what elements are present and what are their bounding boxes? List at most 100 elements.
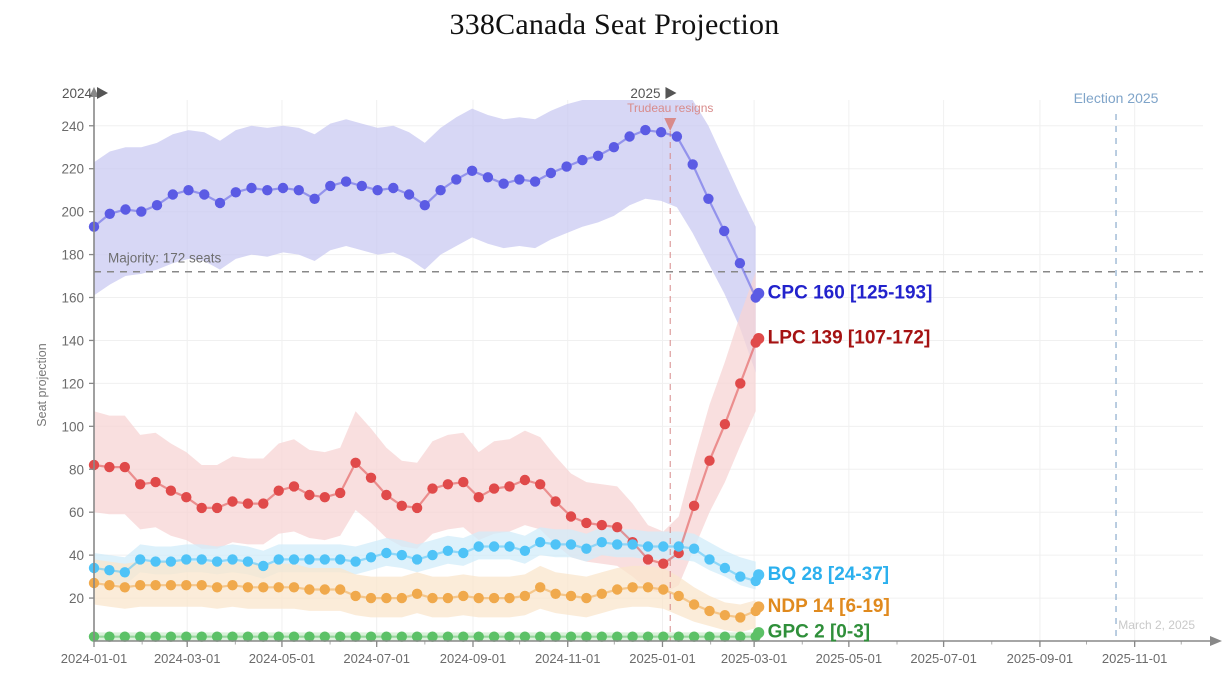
data-point: [104, 208, 116, 219]
data-point: [411, 631, 423, 642]
data-point: [642, 582, 654, 593]
data-point: [150, 556, 161, 567]
data-point: [735, 612, 746, 623]
data-point: [719, 225, 730, 237]
data-point: [704, 605, 715, 617]
data-point: [119, 567, 130, 578]
data-point: [529, 176, 541, 187]
data-point: [136, 206, 147, 217]
data-point: [242, 498, 254, 509]
data-point: [642, 631, 654, 642]
data-point: [735, 631, 746, 642]
data-point: [535, 582, 546, 593]
data-point: [427, 592, 438, 604]
data-point: [687, 159, 698, 170]
data-point: [596, 631, 607, 642]
event-label: Trudeau resigns: [627, 101, 713, 115]
data-point: [466, 165, 478, 176]
data-point: [151, 200, 163, 211]
data-point: [624, 131, 635, 142]
data-point: [688, 500, 700, 511]
data-point: [388, 182, 399, 194]
legend-dot-bq: [753, 569, 765, 581]
data-point: [550, 588, 561, 599]
data-point: [419, 200, 430, 211]
data-point: [273, 631, 284, 642]
x-tick-label: 2024-01-01: [61, 651, 128, 666]
y-tick-label: 100: [61, 419, 84, 434]
data-point: [273, 554, 284, 565]
data-point: [482, 172, 494, 183]
data-point: [427, 631, 438, 642]
data-point: [230, 187, 241, 198]
data-point: [442, 545, 454, 556]
majority-line-group: Majority: 172 seats: [94, 251, 1203, 273]
data-point: [214, 197, 226, 209]
election-label: Election 2025: [1074, 90, 1159, 106]
data-point: [473, 592, 484, 604]
data-point: [504, 592, 515, 604]
data-point: [427, 483, 438, 494]
tick-labels: 20 40 60 80 100 120 140 160 180 200 220 240 2024-01-…: [35, 119, 1182, 666]
y-tick-label: 160: [61, 291, 84, 306]
data-point: [288, 481, 300, 492]
data-point: [473, 631, 484, 642]
data-point: [381, 592, 392, 604]
data-point: [411, 588, 423, 599]
data-point: [719, 610, 731, 621]
data-point: [396, 592, 407, 604]
data-point: [640, 124, 651, 136]
data-point: [258, 631, 269, 642]
data-point: [642, 554, 654, 565]
data-point: [608, 142, 620, 153]
data-point: [356, 180, 367, 192]
data-point: [304, 554, 315, 565]
series-points: [88, 124, 761, 642]
y-tick-label: 200: [61, 205, 84, 220]
data-point: [381, 631, 392, 642]
data-point: [319, 584, 330, 595]
data-point: [350, 457, 361, 468]
data-point: [181, 554, 192, 565]
data-point: [135, 554, 146, 565]
data-point: [550, 631, 561, 642]
data-point: [183, 185, 194, 196]
band-cpc: [94, 100, 756, 373]
data-point: [319, 554, 330, 565]
y-axis-arrow-icon: [89, 87, 99, 97]
data-point: [165, 556, 177, 567]
data-point: [565, 590, 577, 602]
data-point: [435, 185, 446, 196]
data-point: [504, 631, 515, 642]
data-point: [535, 537, 546, 548]
data-point: [325, 180, 336, 192]
data-point: [165, 580, 177, 591]
data-point: [350, 556, 361, 567]
date-stamp: March 2, 2025: [1118, 618, 1195, 632]
data-point: [704, 631, 715, 642]
data-point: [104, 580, 115, 591]
data-point: [335, 631, 346, 642]
data-point: [273, 485, 284, 496]
data-point: [514, 174, 525, 185]
data-point: [196, 554, 207, 565]
data-point: [365, 631, 377, 642]
data-point: [403, 189, 415, 200]
data-point: [365, 552, 377, 563]
series-label-bq: BQ 28 [24-37]: [768, 564, 889, 585]
data-point: [104, 565, 115, 576]
data-point: [350, 631, 361, 642]
y-tick-label: 20: [69, 591, 84, 606]
data-point: [242, 556, 254, 567]
data-point: [473, 492, 484, 503]
x-tick-label: 2025-11-01: [1102, 651, 1168, 666]
data-point: [381, 489, 392, 501]
data-point: [288, 631, 300, 642]
data-point: [581, 631, 592, 642]
year-arrow-icon: [665, 87, 677, 99]
x-tick-label: 2025-09-01: [1007, 651, 1074, 666]
data-point: [535, 631, 546, 642]
data-point: [612, 631, 623, 642]
series-label-cpc: CPC 160 [125-193]: [768, 283, 933, 304]
